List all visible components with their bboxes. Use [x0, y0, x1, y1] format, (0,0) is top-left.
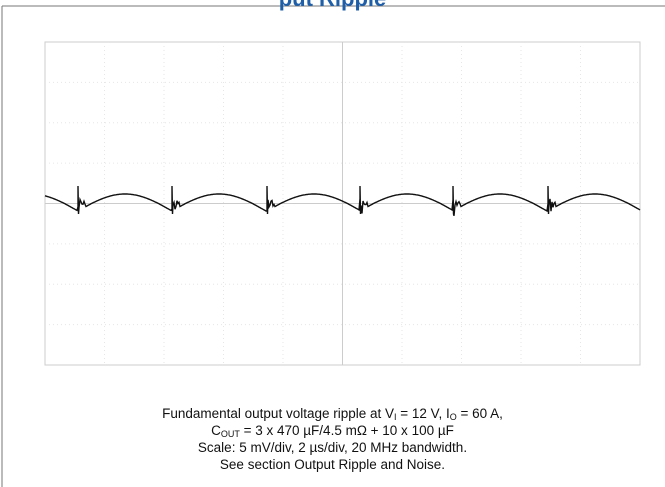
caption-line: Fundamental output voltage ripple at VI … — [0, 405, 665, 422]
caption-line: See section Output Ripple and Noise. — [0, 456, 665, 473]
text: = 3 x 470 µF/4.5 mΩ + 10 x 100 µF — [239, 423, 454, 438]
subscript: O — [449, 412, 457, 422]
text: = 12 V, I — [396, 406, 450, 421]
subscript: I — [394, 412, 397, 422]
text: C — [211, 423, 221, 438]
text: Scale: 5 mV/div, 2 µs/div, 20 MHz bandwi… — [197, 440, 468, 455]
text: Fundamental output voltage ripple at V — [162, 406, 395, 421]
text: See section Output Ripple and Noise. — [219, 457, 446, 472]
graticule — [45, 42, 640, 365]
waveform — [44, 185, 641, 216]
text: = 60 A, — [456, 406, 503, 421]
caption: Fundamental output voltage ripple at VI … — [0, 405, 665, 473]
subscript: OUT — [220, 429, 240, 439]
caption-line: Scale: 5 mV/div, 2 µs/div, 20 MHz bandwi… — [0, 439, 665, 456]
caption-line: COUT = 3 x 470 µF/4.5 mΩ + 10 x 100 µF — [0, 422, 665, 439]
section-title: put Ripple — [0, 0, 665, 12]
